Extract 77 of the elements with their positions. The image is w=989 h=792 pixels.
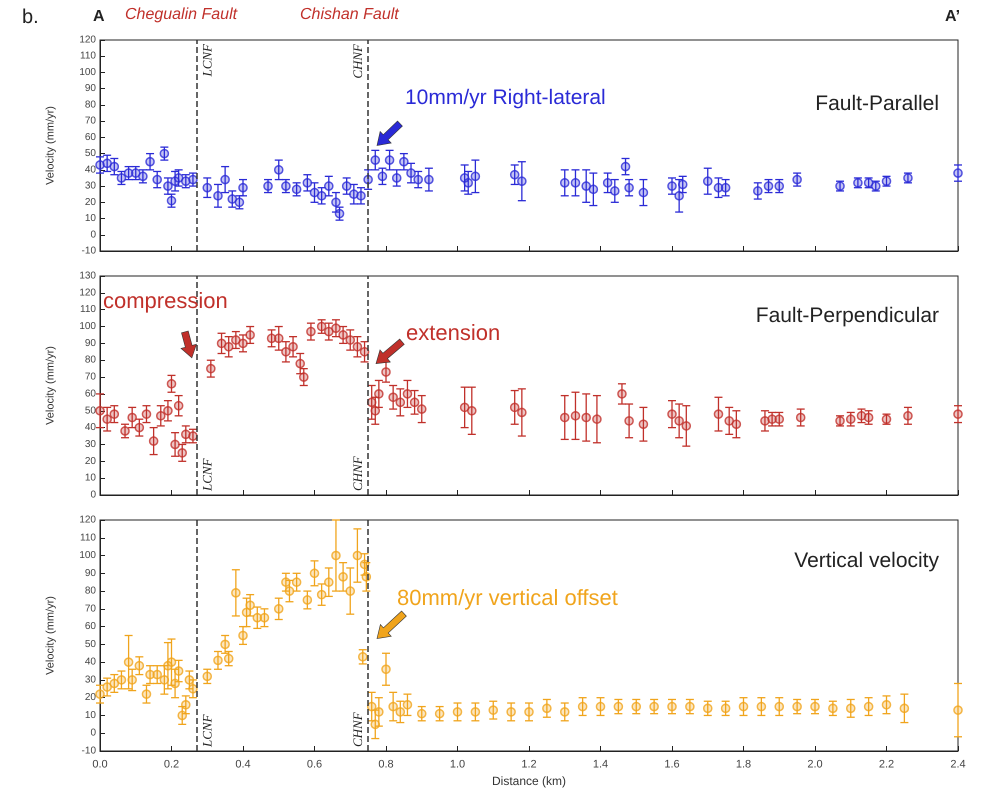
ref-line-label: CHNF (350, 711, 366, 747)
annotation: extension (406, 320, 500, 346)
y-tick-label: 80 (84, 586, 96, 597)
y-tick-label: 80 (84, 99, 96, 110)
y-tick-label: 70 (84, 603, 96, 614)
x-tick-label: 2.0 (807, 758, 823, 770)
y-axis-title: Velocity (mm/yr) (44, 106, 56, 185)
ref-line-label: CHNF (350, 42, 366, 79)
y-tick-label: 30 (84, 438, 96, 450)
y-tick-label: 110 (80, 50, 96, 62)
y-axis-title: Velocity (mm/yr) (44, 346, 56, 425)
y-tick-label: 70 (84, 372, 96, 383)
text: Chishan Fault (300, 6, 399, 24)
y-tick-label: -10 (82, 746, 96, 756)
y-tick-label: 20 (84, 456, 96, 467)
annotation: compression (103, 288, 228, 314)
x-tick-label: 1.8 (736, 758, 752, 770)
ref-line-label: CHNF (350, 455, 366, 491)
y-tick-label: 10 (84, 710, 96, 721)
y-tick-label: 110 (80, 532, 96, 544)
y-tick-label: 70 (84, 116, 96, 127)
y-tick-label: 60 (84, 621, 96, 632)
x-tick-label: 0.6 (306, 758, 322, 770)
y-tick-label: 40 (84, 656, 96, 668)
text: Fault-Perpendicular (756, 304, 940, 327)
y-tick-label: 90 (84, 83, 96, 94)
ref-line-label: LCNF (200, 457, 215, 492)
y-tick-label: 10 (84, 472, 96, 484)
text: Chegualin Fault (125, 6, 238, 24)
y-tick-label: 40 (84, 164, 96, 176)
y-tick-label: 50 (84, 148, 96, 160)
x-tick-label: 0.8 (378, 758, 394, 770)
y-tick-label: 80 (84, 354, 96, 366)
y-tick-label: -10 (82, 246, 96, 256)
y-tick-label: 100 (79, 550, 96, 562)
y-tick-label: 0 (90, 728, 96, 739)
y-tick-label: 100 (79, 321, 96, 332)
text: Fault-Parallel (815, 92, 940, 115)
y-tick-label: 110 (80, 304, 96, 316)
y-tick-label: 0 (90, 490, 96, 500)
text: b. (22, 6, 39, 29)
text: A’ (945, 8, 960, 26)
y-tick-label: 10 (84, 213, 96, 224)
x-tick-label: 2.4 (950, 758, 966, 770)
x-tick-label: 0.0 (92, 758, 108, 770)
y-tick-label: 30 (84, 180, 96, 192)
y-tick-label: 20 (84, 692, 96, 704)
y-tick-label: 50 (84, 638, 96, 650)
y-tick-label: 100 (79, 66, 96, 78)
x-tick-label: 1.6 (664, 758, 680, 770)
y-tick-label: 120 (79, 34, 96, 46)
x-tick-label: 1.2 (521, 758, 537, 770)
y-tick-label: 60 (84, 388, 96, 400)
y-tick-label: 20 (84, 196, 96, 208)
y-tick-label: 120 (79, 287, 96, 298)
ref-line-label: LCNF (200, 42, 215, 78)
text: A (93, 8, 105, 26)
x-tick-label: 0.4 (235, 758, 251, 770)
y-tick-label: 90 (84, 338, 96, 349)
y-axis-title: Velocity (mm/yr) (44, 596, 56, 675)
y-tick-label: 30 (84, 674, 96, 686)
ref-line-label: LCNF (200, 713, 215, 748)
y-tick-label: 60 (84, 132, 96, 143)
y-tick-label: 120 (79, 514, 96, 526)
x-tick-label: 1.0 (450, 758, 466, 770)
x-tick-label: 1.4 (592, 758, 608, 770)
y-tick-label: 90 (84, 568, 96, 579)
text: Vertical velocity (794, 549, 940, 572)
x-tick-label: 0.2 (164, 758, 180, 770)
x-axis-title: Distance (km) (492, 774, 566, 788)
y-tick-label: 40 (84, 422, 96, 434)
y-tick-label: 0 (90, 229, 96, 240)
x-tick-label: 2.2 (878, 758, 894, 770)
y-tick-label: 50 (84, 405, 96, 416)
annotation: 10mm/yr Right-lateral (405, 86, 606, 110)
annotation: 80mm/yr vertical offset (397, 585, 618, 611)
y-tick-label: 130 (79, 270, 96, 282)
